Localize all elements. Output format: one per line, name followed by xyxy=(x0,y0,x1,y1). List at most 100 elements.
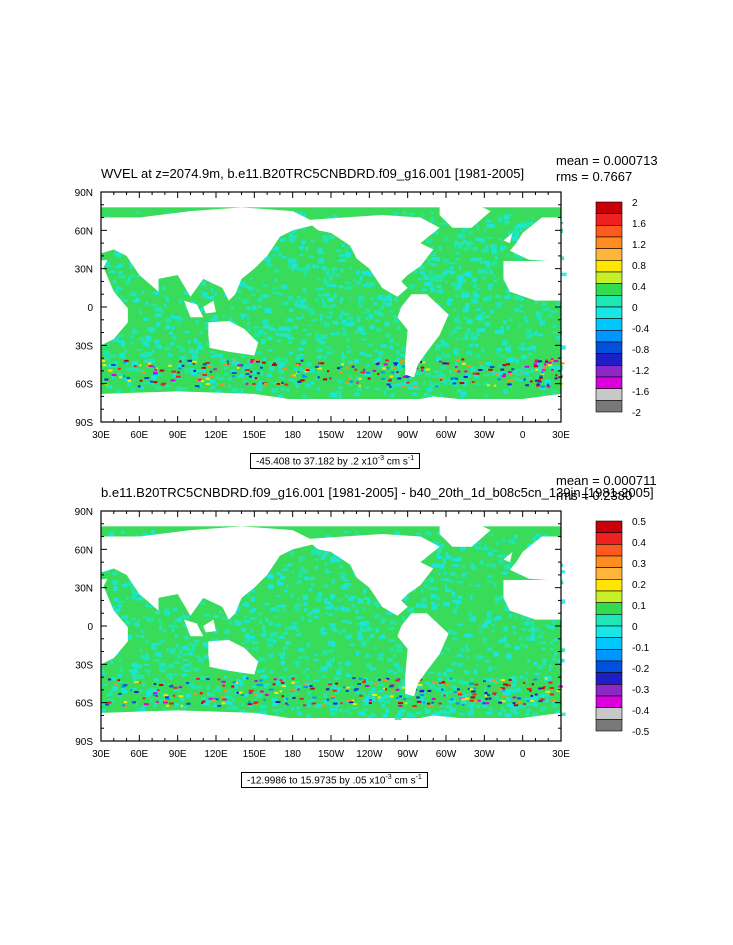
rms-label: rms = 0.7667 xyxy=(556,169,633,184)
colorbar-label: 0.8 xyxy=(632,261,646,272)
panel-wvel: WVEL at z=2074.9m, b.e11.B20TRC5CNBDRD.f… xyxy=(40,153,658,470)
colorbar: 0.5 0.4 0.3 0.2 0.1 0 -0.1 -0.2 -0.3 -0.4 -0.5 xyxy=(595,517,650,738)
y-tick-label: 0 xyxy=(87,303,93,314)
x-tick-label: 150W xyxy=(318,749,345,760)
y-tick-label: 90S xyxy=(75,418,93,429)
x-tick-label: 60E xyxy=(130,430,148,441)
x-tick-label: 60W xyxy=(436,749,457,760)
x-tick-label: 150E xyxy=(243,430,267,441)
y-tick-label: 60S xyxy=(75,699,93,710)
x-tick-label: 120E xyxy=(204,749,228,760)
chart-title: WVEL at z=2074.9m, b.e11.B20TRC5CNBDRD.f… xyxy=(101,166,525,181)
colorbar-label: 0.4 xyxy=(632,538,646,549)
colorbar-swatch xyxy=(595,719,623,732)
colorbar-swatch xyxy=(595,567,623,580)
map-plot: 30E 60E 90E 120E 150E 180 150W 120W 90W 60W 30W 0 30… xyxy=(40,188,650,441)
x-tick-label: 90E xyxy=(169,749,187,760)
colorbar-label: -0.4 xyxy=(632,324,650,335)
y-tick-label: 30N xyxy=(75,265,93,276)
y-tick-label: 30S xyxy=(75,660,93,671)
colorbar-label: 0 xyxy=(632,303,638,314)
mean-label: mean = 0.000713 xyxy=(556,153,658,168)
colorbar-label: -0.8 xyxy=(632,345,650,356)
y-tick-label: 60S xyxy=(75,380,93,391)
x-tick-label: 60E xyxy=(130,749,148,760)
y-tick-label: 90N xyxy=(75,188,93,199)
x-tick-label: 180 xyxy=(284,749,301,760)
colorbar-swatch xyxy=(595,660,623,673)
colorbar-label: -0.2 xyxy=(632,664,650,675)
colorbar-label: -1.6 xyxy=(632,387,650,398)
colorbar-swatch xyxy=(595,555,623,568)
colorbar-label: 0.4 xyxy=(632,282,646,293)
land-mask xyxy=(40,511,561,741)
colorbar-swatch xyxy=(595,637,623,650)
mean-label: mean = 0.000711 xyxy=(556,473,657,488)
colorbar-swatch xyxy=(595,579,623,592)
map-area xyxy=(40,511,566,741)
colorbar-swatch xyxy=(595,672,623,685)
colorbar-swatch xyxy=(595,400,623,413)
y-tick-label: 0 xyxy=(87,622,93,633)
x-tick-label: 30W xyxy=(474,749,495,760)
colorbar-label: 0.3 xyxy=(632,559,646,570)
y-tick-label: 90N xyxy=(75,507,93,518)
contour-range-label: -12.9986 to 15.9735 by .05 x10-3 cm s-1 xyxy=(241,772,428,789)
y-tick-label: 30N xyxy=(75,584,93,595)
axis-ticks xyxy=(100,191,562,423)
y-tick-label: 60N xyxy=(75,545,93,556)
colorbar-label: 0.1 xyxy=(632,601,646,612)
x-tick-label: 30W xyxy=(474,430,495,441)
colorbar-swatch xyxy=(595,532,623,545)
colorbar-label: -0.4 xyxy=(632,706,650,717)
y-tick-label: 90S xyxy=(75,737,93,748)
colorbar-swatch xyxy=(595,625,623,638)
x-tick-label: 0 xyxy=(520,749,526,760)
colorbar-label: 0.2 xyxy=(632,580,646,591)
map-area xyxy=(40,192,567,422)
colorbar-swatch xyxy=(595,695,623,708)
chart-title: b.e11.B20TRC5CNBDRD.f09_g16.001 [1981-20… xyxy=(101,485,654,500)
colorbar-label: -0.3 xyxy=(632,685,650,696)
x-tick-label: 90E xyxy=(169,430,187,441)
y-tick-label: 30S xyxy=(75,341,93,352)
x-tick-label: 90W xyxy=(397,749,418,760)
colorbar-label: -1.2 xyxy=(632,366,650,377)
colorbar-label: 2 xyxy=(632,198,638,209)
colorbar-swatch xyxy=(595,684,623,697)
x-tick-label: 30E xyxy=(92,749,110,760)
x-tick-label: 150W xyxy=(318,430,345,441)
colorbar: 2 1.6 1.2 0.8 0.4 0 -0.4 -0.8 -1.2 -1.6 -2 xyxy=(595,198,650,419)
x-tick-label: 60W xyxy=(436,430,457,441)
colorbar-swatch xyxy=(595,614,623,627)
x-tick-label: 30E xyxy=(552,749,570,760)
x-tick-label: 120E xyxy=(204,430,228,441)
x-tick-label: 30E xyxy=(552,430,570,441)
colorbar-swatch xyxy=(595,602,623,615)
contour-range-label: -45.408 to 37.182 by .2 x10-3 cm s-1 xyxy=(250,453,421,470)
x-tick-label: 90W xyxy=(397,430,418,441)
colorbar-label: 0.5 xyxy=(632,517,646,528)
colorbar-swatch xyxy=(595,707,623,720)
x-tick-label: 150E xyxy=(243,749,267,760)
colorbar-label: -2 xyxy=(632,408,641,419)
y-tick-label: 60N xyxy=(75,226,93,237)
x-tick-label: 30E xyxy=(92,430,110,441)
colorbar-label: 0 xyxy=(632,622,638,633)
x-tick-label: 0 xyxy=(520,430,526,441)
x-tick-label: 180 xyxy=(284,430,301,441)
colorbar-swatch xyxy=(595,590,623,603)
southern-ocean-anomalies xyxy=(101,358,565,388)
colorbar-swatch xyxy=(595,520,623,533)
colorbar-swatch xyxy=(595,649,623,662)
colorbar-swatch xyxy=(595,544,623,557)
colorbar-label: 1.6 xyxy=(632,219,646,230)
axis-ticks xyxy=(100,510,562,742)
land-mask xyxy=(40,192,561,422)
rms-label: rms = 0.2380 xyxy=(556,488,633,503)
colorbar-label: -0.1 xyxy=(632,643,650,654)
colorbar-label: 1.2 xyxy=(632,240,646,251)
x-tick-label: 120W xyxy=(356,749,383,760)
